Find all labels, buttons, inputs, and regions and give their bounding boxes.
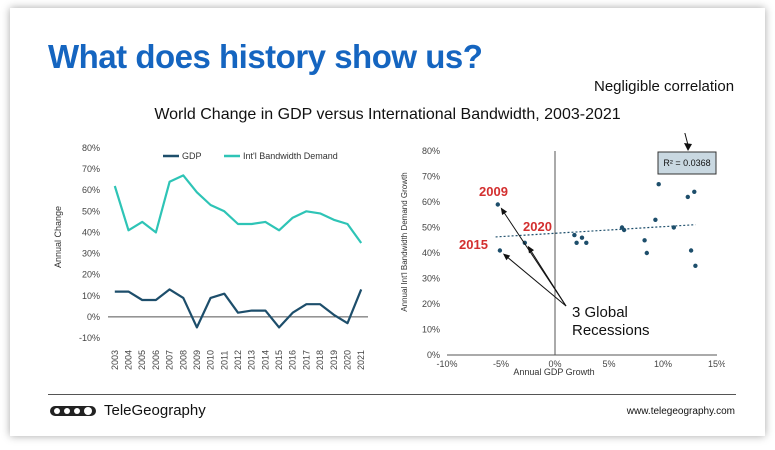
line-chart-ytick: 50% bbox=[82, 206, 100, 216]
slide-title: What does history show us? bbox=[48, 38, 483, 75]
scatter-point bbox=[495, 202, 500, 207]
year-label-2020: 2020 bbox=[523, 219, 552, 234]
telegeography-logo-icon bbox=[50, 405, 96, 416]
chart-title: World Change in GDP versus International… bbox=[154, 106, 621, 123]
line-chart-xtick: 2003 bbox=[110, 350, 120, 370]
scatter-ytick: 30% bbox=[422, 274, 440, 284]
scatter-ytick: 10% bbox=[422, 325, 440, 335]
line-chart-xtick: 2008 bbox=[178, 350, 188, 370]
scatter-xtick: 0% bbox=[548, 359, 561, 369]
year-label-2015: 2015 bbox=[459, 237, 488, 252]
line-chart-xtick: 2007 bbox=[165, 350, 175, 370]
negligible-arrow bbox=[684, 133, 692, 151]
scatter-xtick: -5% bbox=[493, 359, 509, 369]
footer-divider bbox=[48, 394, 736, 395]
scatter-point bbox=[688, 248, 694, 253]
scatter-ytick: 50% bbox=[422, 223, 440, 233]
scatter-point bbox=[685, 194, 690, 200]
line-chart-ytick: 60% bbox=[82, 185, 100, 195]
line-chart-xtick: 2012 bbox=[233, 350, 243, 370]
scatter-trendline bbox=[495, 224, 696, 238]
negligible-correlation-label: Negligible correlation bbox=[594, 78, 735, 95]
footer-logo: TeleGeography bbox=[50, 402, 206, 419]
footer-url: www.telegeography.com bbox=[626, 406, 735, 417]
scatter-ytick: 70% bbox=[422, 172, 440, 182]
scatter-xtick: 5% bbox=[602, 359, 615, 369]
scatter-ylabel: Annual Int'l Bandwidth Demand Growth bbox=[400, 172, 409, 311]
line-chart-xtick: 2006 bbox=[151, 350, 161, 370]
recession-arrow bbox=[530, 249, 567, 307]
line-chart-xtick: 2020 bbox=[342, 350, 352, 370]
line-chart-xtick: 2014 bbox=[260, 350, 270, 370]
scatter-point bbox=[656, 182, 661, 187]
line-chart-xtick: 2005 bbox=[137, 350, 147, 370]
r-squared-box: R² = 0.0368 bbox=[657, 151, 717, 175]
scatter-ytick: 20% bbox=[422, 299, 440, 309]
line-chart-ytick: 70% bbox=[82, 164, 100, 174]
scatter-point bbox=[653, 217, 658, 222]
line-chart: Annual Change -10% 0% 10% 20% 30% 40% 50% 60% 70… bbox=[53, 143, 368, 370]
line-chart-xtick: 2009 bbox=[192, 350, 202, 370]
line-chart-ytick: 0% bbox=[87, 312, 100, 322]
line-chart-xtick: 2018 bbox=[315, 350, 325, 370]
recession-arrowhead bbox=[502, 253, 511, 261]
year-label-2009: 2009 bbox=[479, 184, 508, 199]
scatter-ytick: 0% bbox=[427, 350, 440, 360]
scatter-point bbox=[572, 232, 577, 238]
line-chart-ylabel: Annual Change bbox=[53, 206, 63, 268]
recession-arrow bbox=[506, 256, 567, 307]
recessions-label-line2: Recessions bbox=[572, 322, 650, 339]
line-chart-xtick: 2011 bbox=[219, 351, 229, 370]
line-chart-ytick: 40% bbox=[82, 227, 100, 237]
scatter-xtick: 10% bbox=[654, 359, 672, 369]
footer-brand: TeleGeography bbox=[104, 402, 206, 419]
scatter-point bbox=[584, 240, 589, 245]
r-squared-label: R² = 0.0368 bbox=[663, 158, 710, 168]
line-chart-ytick: 30% bbox=[82, 249, 100, 259]
scatter-xlabel: Annual GDP Growth bbox=[513, 367, 594, 377]
line-chart-xtick: 2004 bbox=[124, 350, 134, 370]
scatter-ytick: 60% bbox=[422, 197, 440, 207]
legend-bandwidth-label: Int'l Bandwidth Demand bbox=[243, 151, 338, 161]
scatter-point bbox=[497, 248, 503, 253]
recession-arrowhead bbox=[500, 207, 508, 216]
line-chart-xtick: 2015 bbox=[274, 350, 284, 370]
line-chart-ytick: 20% bbox=[82, 270, 100, 280]
scatter-point bbox=[642, 238, 647, 243]
bandwidth-series-line bbox=[113, 174, 363, 244]
scatter-point bbox=[644, 250, 649, 256]
line-chart-ytick: 80% bbox=[82, 143, 100, 153]
line-chart-xtick: 2016 bbox=[288, 350, 298, 370]
line-chart-xtick: 2019 bbox=[329, 350, 339, 370]
line-chart-xtick: 2013 bbox=[247, 350, 257, 370]
slide: What does history show us? World Change … bbox=[10, 8, 765, 436]
legend-gdp-label: GDP bbox=[182, 151, 202, 161]
line-chart-xtick: 2010 bbox=[206, 350, 216, 370]
line-chart-ytick: 10% bbox=[82, 291, 100, 301]
scatter-point bbox=[574, 240, 579, 245]
scatter-point bbox=[692, 189, 697, 194]
line-chart-legend: GDP Int'l Bandwidth Demand bbox=[163, 151, 338, 161]
scatter-point bbox=[693, 263, 698, 268]
scatter-xtick: -10% bbox=[436, 359, 457, 369]
scatter-chart: Annual Int'l Bandwidth Demand Growth Ann… bbox=[400, 133, 725, 377]
line-chart-ytick: -10% bbox=[79, 333, 100, 343]
recession-arrows bbox=[500, 207, 567, 307]
recessions-label-line1: 3 Global bbox=[572, 304, 628, 321]
r-squared-box-frame bbox=[657, 151, 717, 175]
scatter-xtick: 15% bbox=[708, 359, 725, 369]
line-chart-xtick: 2021 bbox=[356, 350, 366, 370]
scatter-point bbox=[671, 225, 676, 230]
scatter-point bbox=[579, 235, 585, 240]
recession-arrowhead bbox=[527, 245, 535, 254]
scatter-ytick: 40% bbox=[422, 248, 440, 258]
gdp-series-line bbox=[114, 288, 363, 329]
scatter-point bbox=[621, 227, 627, 233]
line-chart-xtick: 2017 bbox=[301, 350, 311, 370]
scatter-ytick: 80% bbox=[422, 146, 440, 156]
